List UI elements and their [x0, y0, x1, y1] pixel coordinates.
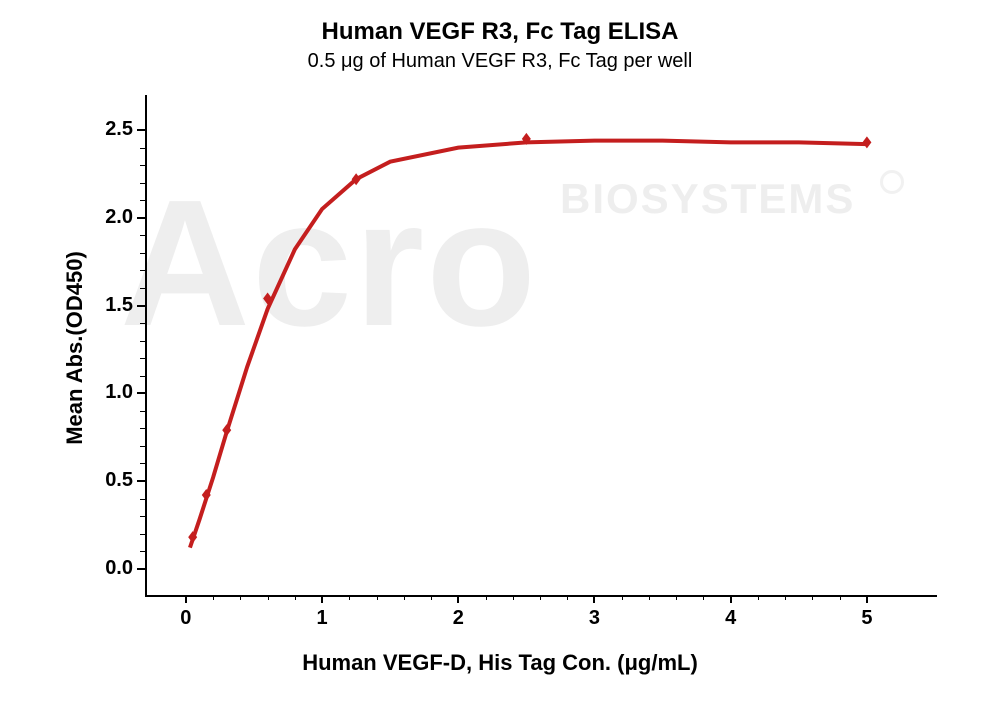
y-minor-tick — [140, 323, 145, 324]
chart-container: Acro BIOSYSTEMS Human VEGF R3, Fc Tag EL… — [0, 0, 1000, 702]
x-tick-label: 2 — [438, 607, 478, 630]
x-minor-tick — [431, 595, 432, 600]
x-tick — [321, 595, 323, 603]
y-minor-tick — [140, 499, 145, 500]
y-tick-label: 0.0 — [93, 557, 133, 580]
y-minor-tick — [140, 376, 145, 377]
x-minor-tick — [240, 595, 241, 600]
y-tick-label: 1.5 — [93, 294, 133, 317]
x-tick — [866, 595, 868, 603]
y-tick — [137, 305, 145, 307]
x-tick-label: 4 — [711, 607, 751, 630]
x-minor-tick — [513, 595, 514, 600]
x-minor-tick — [213, 595, 214, 600]
y-minor-tick — [140, 516, 145, 517]
x-minor-tick — [404, 595, 405, 600]
y-minor-tick — [140, 411, 145, 412]
x-tick — [730, 595, 732, 603]
y-minor-tick — [140, 288, 145, 289]
y-minor-tick — [140, 463, 145, 464]
y-minor-tick — [140, 358, 145, 359]
y-minor-tick — [140, 148, 145, 149]
y-minor-tick — [140, 235, 145, 236]
y-minor-tick — [140, 253, 145, 254]
x-minor-tick — [622, 595, 623, 600]
y-tick-label: 1.0 — [93, 381, 133, 404]
x-minor-tick — [758, 595, 759, 600]
y-tick — [137, 392, 145, 394]
fit-curve — [190, 141, 867, 548]
x-tick — [457, 595, 459, 603]
y-minor-tick — [140, 428, 145, 429]
x-minor-tick — [377, 595, 378, 600]
x-minor-tick — [676, 595, 677, 600]
y-minor-tick — [140, 551, 145, 552]
x-tick-label: 0 — [166, 607, 206, 630]
x-minor-tick — [295, 595, 296, 600]
y-tick — [137, 568, 145, 570]
chart-svg — [0, 0, 1000, 702]
x-tick-label: 3 — [574, 607, 614, 630]
y-tick — [137, 129, 145, 131]
y-tick-label: 2.5 — [93, 118, 133, 141]
x-tick — [593, 595, 595, 603]
y-minor-tick — [140, 200, 145, 201]
x-tick-label: 1 — [302, 607, 342, 630]
x-minor-tick — [812, 595, 813, 600]
y-minor-tick — [140, 270, 145, 271]
y-minor-tick — [140, 446, 145, 447]
x-minor-tick — [567, 595, 568, 600]
x-tick — [185, 595, 187, 603]
y-minor-tick — [140, 165, 145, 166]
x-tick-label: 5 — [847, 607, 887, 630]
y-tick-label: 2.0 — [93, 206, 133, 229]
data-marker — [862, 136, 871, 148]
y-minor-tick — [140, 534, 145, 535]
y-minor-tick — [140, 341, 145, 342]
x-minor-tick — [703, 595, 704, 600]
y-tick — [137, 480, 145, 482]
x-minor-tick — [649, 595, 650, 600]
x-minor-tick — [785, 595, 786, 600]
y-tick — [137, 217, 145, 219]
x-minor-tick — [540, 595, 541, 600]
x-minor-tick — [349, 595, 350, 600]
y-minor-tick — [140, 183, 145, 184]
y-tick-label: 0.5 — [93, 469, 133, 492]
x-minor-tick — [486, 595, 487, 600]
x-minor-tick — [840, 595, 841, 600]
x-minor-tick — [268, 595, 269, 600]
